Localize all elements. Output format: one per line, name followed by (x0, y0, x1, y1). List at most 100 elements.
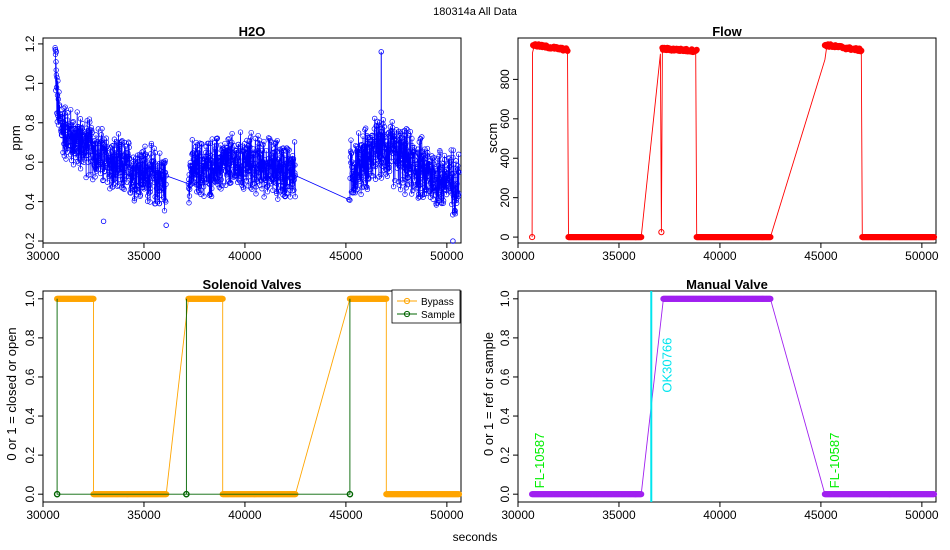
h2o-data-point (143, 151, 149, 158)
h2o-data-point (95, 166, 101, 173)
h2o-data-point (266, 172, 272, 178)
h2o-data-point (381, 131, 388, 137)
solenoid-xtick-label: 30000 (26, 508, 60, 522)
h2o-data-point (53, 87, 59, 94)
h2o-data-point (358, 191, 364, 198)
solenoid-ylabel: 0 or 1 = closed or open (4, 327, 19, 460)
manual-data-point (638, 491, 645, 498)
h2o-data-point (360, 133, 366, 139)
manual-ytick-label: 0.8 (498, 329, 512, 346)
h2o-data-point (292, 170, 298, 176)
h2o-data-point (423, 186, 429, 193)
h2o-data-point (157, 175, 164, 182)
solenoid-ytick-label: 0.4 (23, 407, 37, 424)
h2o-data-point (248, 129, 254, 136)
h2o-data-point (213, 148, 219, 154)
h2o-data-point (107, 163, 113, 169)
h2o-data-point (403, 133, 409, 139)
h2o-data-point (289, 156, 295, 162)
h2o-data-point (261, 194, 267, 200)
h2o-data-point (155, 181, 161, 188)
flow-ytick-label: 800 (498, 69, 512, 89)
h2o-data-point (248, 185, 254, 191)
h2o-data-point (131, 198, 137, 204)
legend-sample-label: Sample (421, 310, 455, 321)
h2o-data-point (278, 182, 284, 188)
h2o-data-point (107, 165, 113, 171)
h2o-data-point (77, 116, 84, 122)
h2o-data-point (450, 147, 456, 153)
h2o-data-point (376, 119, 383, 125)
h2o-data-point (456, 191, 462, 197)
manual-ylabel: 0 or 1 = ref or sample (481, 332, 496, 456)
manual-xtick-label: 40000 (703, 508, 737, 522)
h2o-data-point (371, 138, 378, 144)
h2o-data-point (287, 187, 293, 193)
h2o-data-point (218, 186, 224, 192)
h2o-data-point (292, 172, 299, 179)
legend-sample-marker (403, 310, 411, 318)
h2o-data-point (415, 191, 422, 197)
h2o-data-point (56, 102, 63, 108)
h2o-data-point (382, 134, 388, 140)
h2o-ytick-label: 0.6 (23, 154, 37, 171)
h2o-data-point (87, 119, 93, 125)
h2o-data-point (207, 191, 213, 197)
h2o-data-point (258, 156, 265, 162)
h2o-data-point (357, 178, 364, 184)
h2o-data-point (410, 151, 417, 158)
h2o-data-point (397, 148, 403, 154)
h2o-data-point (352, 169, 359, 176)
h2o-data-point (288, 174, 294, 180)
h2o-data-point (212, 145, 219, 152)
h2o-data-point (158, 178, 164, 184)
h2o-data-point (185, 185, 192, 191)
h2o-data-point (118, 139, 125, 145)
h2o-data-point (223, 182, 229, 188)
h2o-data-point (450, 187, 456, 193)
h2o-data-point (250, 151, 257, 157)
h2o-data-point (362, 156, 368, 162)
h2o-data-point (379, 159, 385, 165)
h2o-data-point (72, 147, 78, 153)
solenoid-ytick-label: 0.6 (23, 368, 37, 385)
h2o-data-point (401, 133, 407, 139)
h2o-data-point (448, 170, 455, 177)
h2o-data-point (263, 147, 269, 154)
h2o-data-point (255, 148, 261, 154)
h2o-data-point (404, 157, 410, 163)
h2o-data-point (160, 194, 167, 200)
h2o-data-point (291, 187, 297, 193)
h2o-data-point (75, 145, 81, 151)
h2o-ytick-label: 1.2 (23, 35, 37, 52)
h2o-data-point (267, 135, 273, 142)
manual-ytick-label: 0.6 (498, 368, 512, 385)
h2o-data-point (362, 167, 368, 173)
sample-data-point (53, 490, 61, 498)
h2o-data-point (436, 165, 443, 171)
h2o-ytick-label: 0.4 (23, 193, 37, 210)
h2o-data-point (409, 191, 415, 197)
h2o-data-point (147, 199, 153, 205)
h2o-data-point (270, 155, 276, 162)
h2o-data-point (217, 154, 224, 160)
h2o-data-point (229, 130, 235, 137)
h2o-data-point (190, 156, 196, 162)
manual-xtick-label: 45000 (804, 508, 838, 522)
h2o-data-point (118, 169, 124, 175)
h2o-data-point (276, 167, 282, 173)
h2o-data-point (63, 124, 69, 130)
h2o-data-point (443, 191, 450, 198)
h2o-data-point (437, 149, 443, 155)
h2o-xtick-label: 35000 (127, 249, 161, 263)
h2o-data-point (348, 150, 355, 157)
h2o-data-point (390, 183, 397, 190)
h2o-data-point (227, 170, 233, 176)
h2o-data-point (217, 172, 223, 179)
h2o-data-point (68, 132, 74, 138)
h2o-data-point (424, 178, 431, 184)
flow-plot-frame (517, 37, 937, 244)
manual-ytick-label: 1.0 (498, 290, 512, 307)
flow-xtick-label: 50000 (905, 249, 939, 263)
h2o-data-point (255, 140, 261, 146)
